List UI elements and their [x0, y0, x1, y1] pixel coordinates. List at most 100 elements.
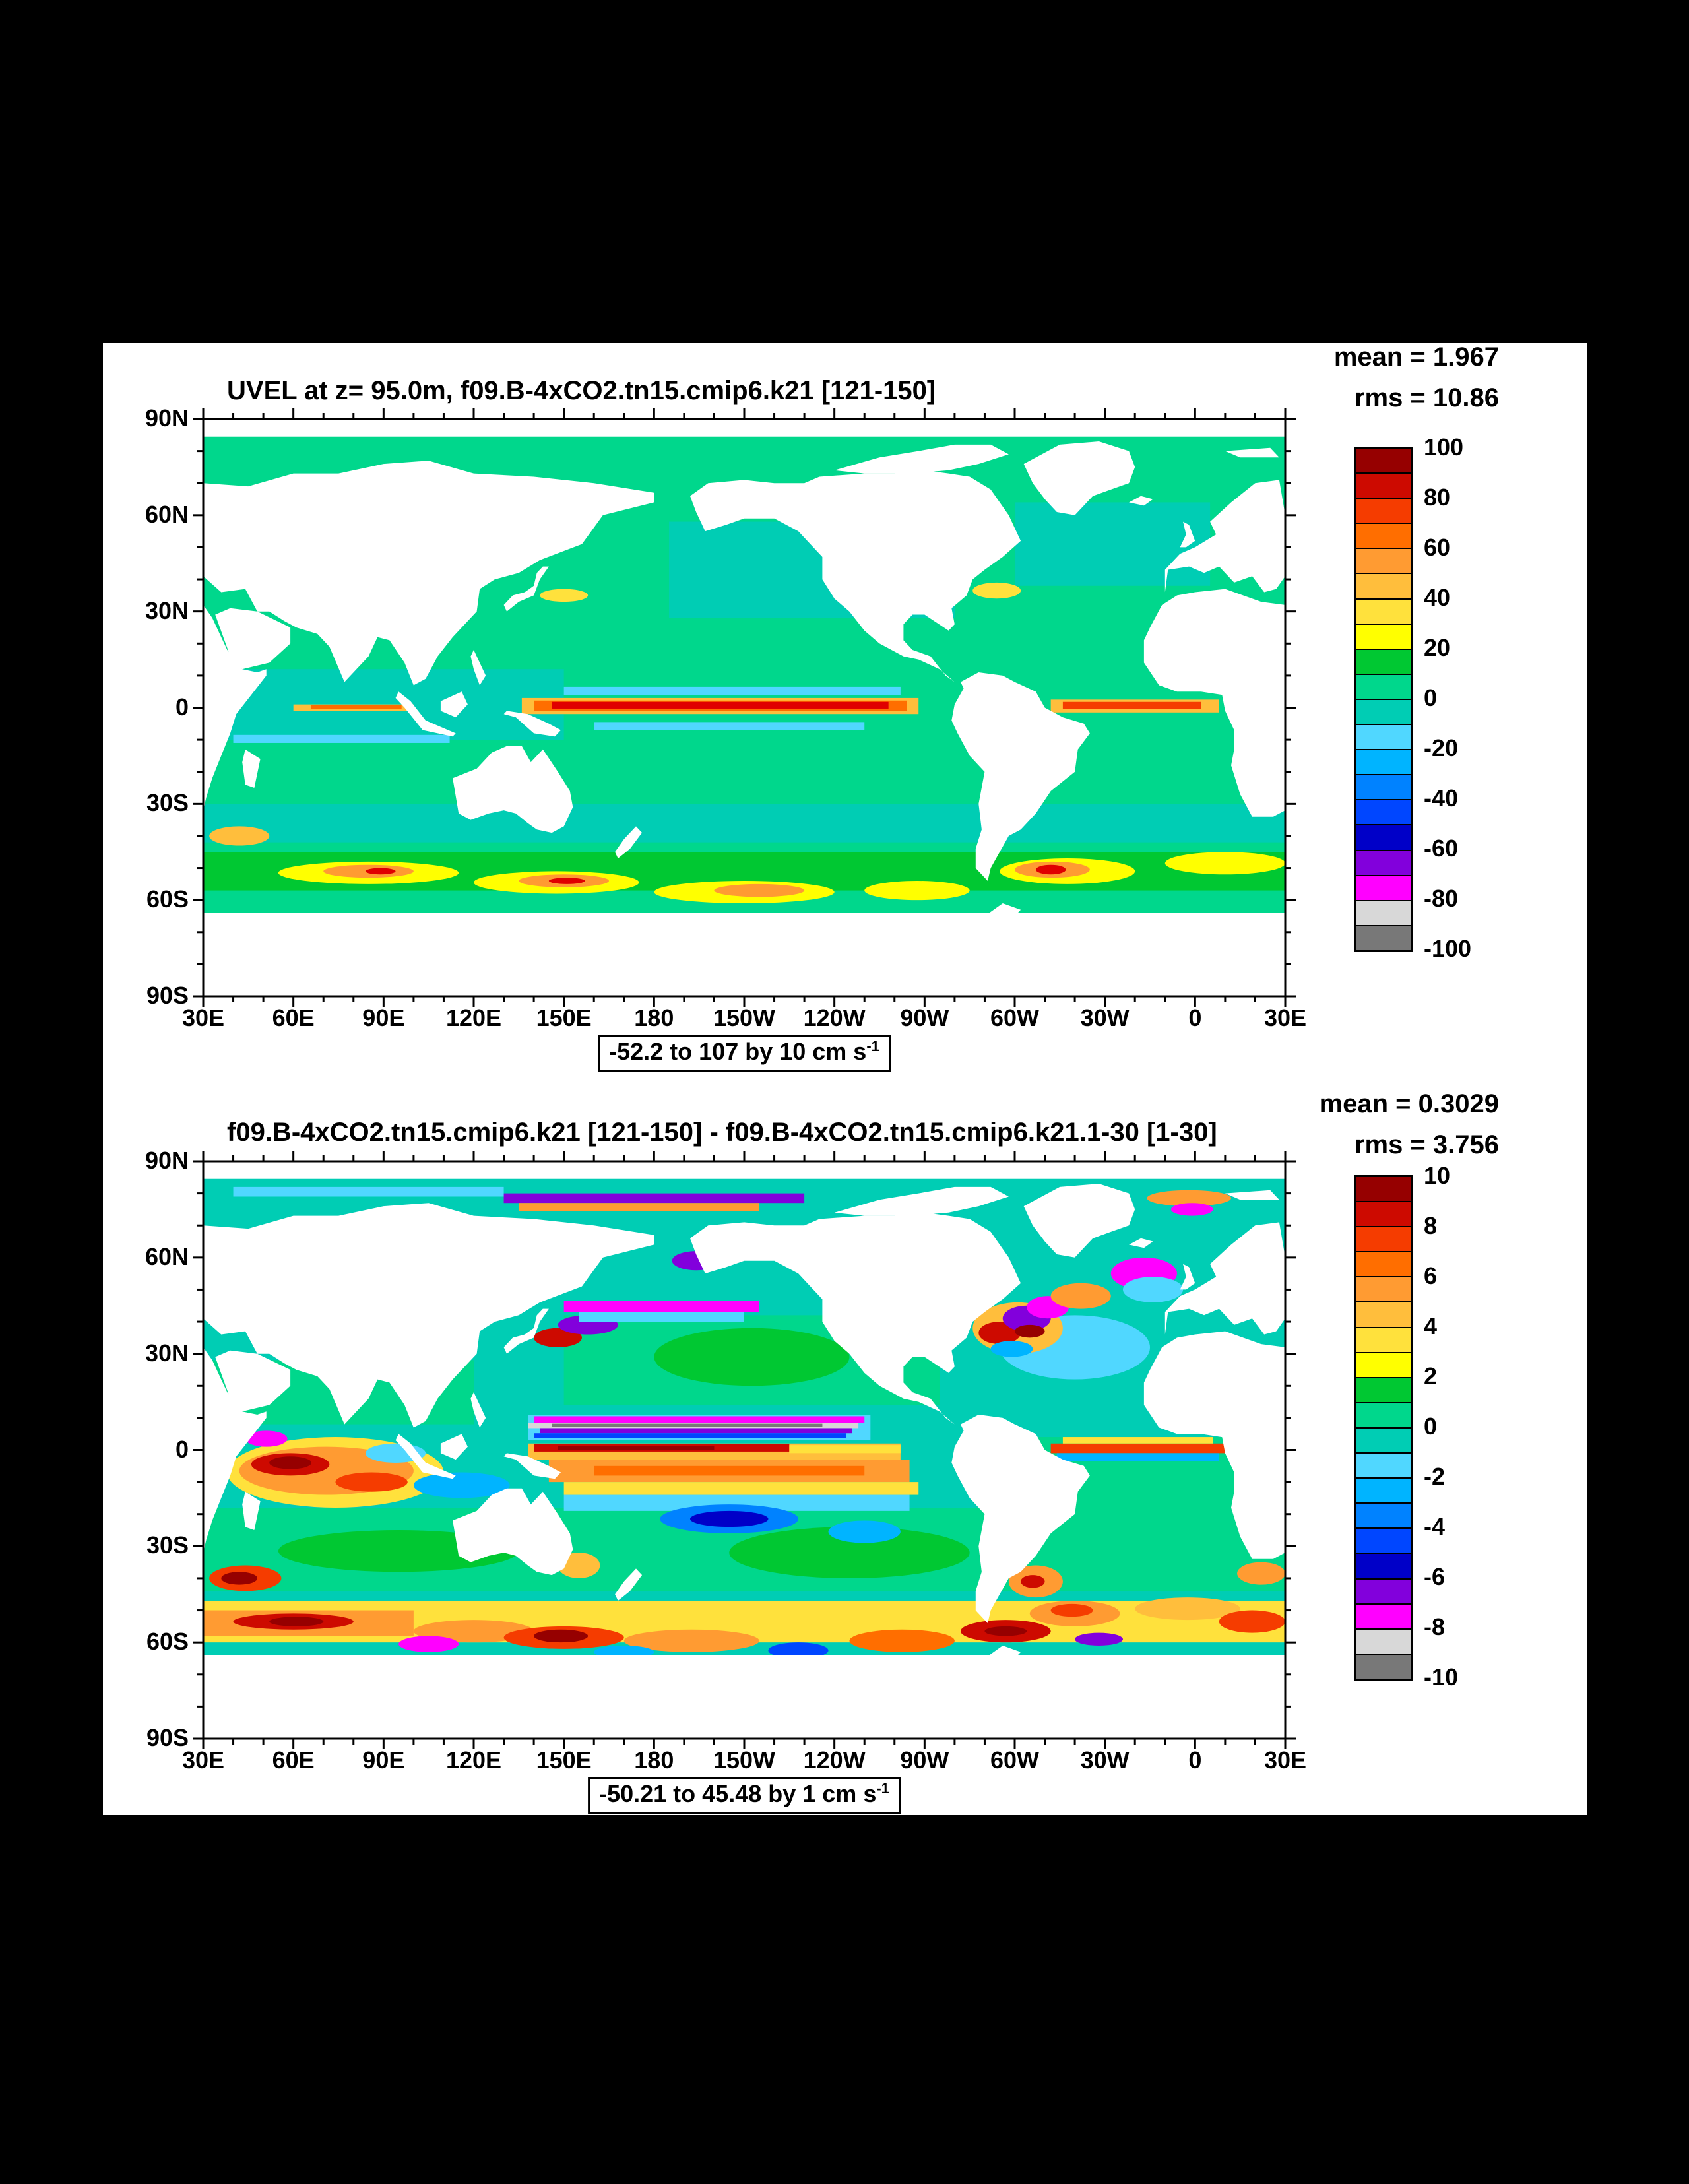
colorbar-cell — [1356, 573, 1411, 598]
ocean-feature — [552, 1423, 823, 1427]
lat-tick-label: 0 — [175, 1435, 189, 1463]
colorbar-cell — [1356, 673, 1411, 699]
lon-tick-label: 150E — [536, 1747, 592, 1774]
lon-tick-label: 150E — [536, 1004, 592, 1031]
land-arctic-cap — [203, 1161, 1285, 1179]
colorbar-label: 100 — [1424, 434, 1464, 461]
ocean-feature — [534, 1629, 589, 1643]
colorbar — [1354, 1175, 1413, 1681]
ocean-feature — [849, 1629, 955, 1652]
lon-tick-label: 0 — [1188, 1747, 1202, 1774]
colorbar-cell — [1356, 1401, 1411, 1427]
ocean-feature — [1237, 1562, 1285, 1585]
colorbar-cell — [1356, 1628, 1411, 1654]
range-caption-text: -52.2 to 107 by 10 cm s — [609, 1038, 867, 1065]
colorbar-label: -20 — [1424, 734, 1459, 761]
colorbar-label: -40 — [1424, 785, 1459, 812]
colorbar-cell — [1356, 698, 1411, 724]
ocean-feature — [534, 1433, 846, 1438]
ocean-feature — [563, 1301, 759, 1312]
colorbar-cell — [1356, 1527, 1411, 1553]
colorbar-cell — [1356, 1226, 1411, 1252]
colorbar-label: 10 — [1424, 1162, 1451, 1189]
lon-tick-label: 150W — [713, 1004, 776, 1031]
colorbar-label: -100 — [1424, 935, 1472, 962]
stat-rms: rms = 3.756 — [1354, 1130, 1499, 1159]
colorbar-label: -80 — [1424, 885, 1459, 912]
lat-tick-label: 30N — [144, 1339, 189, 1366]
lat-tick-label: 90N — [144, 1147, 189, 1174]
lat-tick-label: 60N — [144, 500, 189, 528]
ocean-feature — [1050, 1283, 1111, 1309]
colorbar-cell — [1356, 498, 1411, 523]
lat-tick-label: 30N — [144, 596, 189, 624]
lon-tick-label: 60E — [272, 1004, 315, 1031]
lon-tick-label: 120W — [803, 1004, 866, 1031]
ocean-feature — [990, 1341, 1033, 1357]
colorbar-label: 0 — [1424, 684, 1438, 711]
lon-tick-label: 30E — [1263, 1004, 1307, 1031]
lon-tick-label: 30W — [1080, 1747, 1130, 1774]
lon-tick-label: 30W — [1080, 1004, 1130, 1031]
ocean-feature — [540, 1428, 852, 1434]
ocean-feature — [563, 1482, 919, 1495]
range-caption-bottom: -50.21 to 45.48 by 1 cm s-1 — [588, 1777, 901, 1814]
ocean-feature — [1219, 1610, 1285, 1633]
lon-tick-label: 150W — [713, 1747, 776, 1774]
colorbar-cell — [1356, 1201, 1411, 1227]
colorbar-cell — [1356, 849, 1411, 875]
lon-tick-label: 120E — [445, 1004, 502, 1031]
ocean-feature — [1050, 1443, 1231, 1454]
lon-tick-label: 60W — [990, 1747, 1040, 1774]
lat-tick-label: 60N — [144, 1242, 189, 1270]
ocean-feature — [984, 1626, 1027, 1636]
stats-block-bottom: mean = 0.3029 rms = 3.756 — [1320, 1083, 1499, 1165]
panel-title-bottom: f09.B-4xCO2.tn15.cmip6.k21 [121-150] - f… — [227, 1118, 1217, 1147]
ocean-feature — [398, 1636, 459, 1652]
colorbar-cell — [1356, 449, 1411, 473]
lon-tick-label: 90W — [900, 1004, 949, 1031]
range-caption-top: -52.2 to 107 by 10 cm s-1 — [598, 1035, 891, 1072]
ocean-feature — [534, 1416, 865, 1423]
lat-tick-label: 0 — [175, 693, 189, 721]
ocean-feature — [269, 1456, 311, 1469]
lon-tick-label: 90E — [362, 1004, 405, 1031]
ocean-feature — [335, 1472, 408, 1492]
colorbar-cell — [1356, 774, 1411, 800]
colorbar-cell — [1356, 1251, 1411, 1277]
land-antarctica — [203, 1655, 1285, 1739]
range-caption-sup: -1 — [866, 1038, 879, 1054]
panel-title-top: UVEL at z= 95.0m, f09.B-4xCO2.tn15.cmip6… — [227, 376, 936, 405]
lat-tick-label: 60S — [146, 1628, 189, 1655]
ocean-feature — [558, 1446, 715, 1450]
ocean-feature — [654, 1328, 850, 1386]
colorbar-cell — [1356, 1276, 1411, 1302]
colorbar-label: -8 — [1424, 1613, 1446, 1640]
colorbar-cell — [1356, 1553, 1411, 1578]
range-caption-text: -50.21 to 45.48 by 1 cm s — [599, 1780, 877, 1807]
colorbar-cell — [1356, 1376, 1411, 1402]
lat-tick-label: 90S — [146, 1724, 189, 1751]
ocean-feature — [579, 1312, 744, 1322]
colorbar-label: -60 — [1424, 835, 1459, 862]
ocean-feature — [1170, 1203, 1213, 1216]
colorbar-cell — [1356, 1351, 1411, 1377]
colorbar-label: 20 — [1424, 634, 1451, 661]
ocean-feature — [789, 1445, 901, 1454]
lon-tick-label: 30E — [1263, 1747, 1307, 1774]
lon-tick-label: 60E — [272, 1747, 315, 1774]
colorbar-cell — [1356, 472, 1411, 498]
colorbar-cell — [1356, 824, 1411, 850]
colorbar-cell — [1356, 899, 1411, 925]
colorbar-cell — [1356, 799, 1411, 825]
colorbar-label: -4 — [1424, 1513, 1446, 1540]
colorbar-cell — [1356, 1427, 1411, 1453]
ocean-feature — [828, 1520, 901, 1543]
ocean-feature — [221, 1572, 257, 1585]
colorbar-label: 40 — [1424, 584, 1451, 611]
colorbar-label: 80 — [1424, 484, 1451, 511]
colorbar-label: 6 — [1424, 1262, 1438, 1289]
ocean-feature — [690, 1510, 769, 1527]
colorbar-cell — [1356, 1578, 1411, 1603]
